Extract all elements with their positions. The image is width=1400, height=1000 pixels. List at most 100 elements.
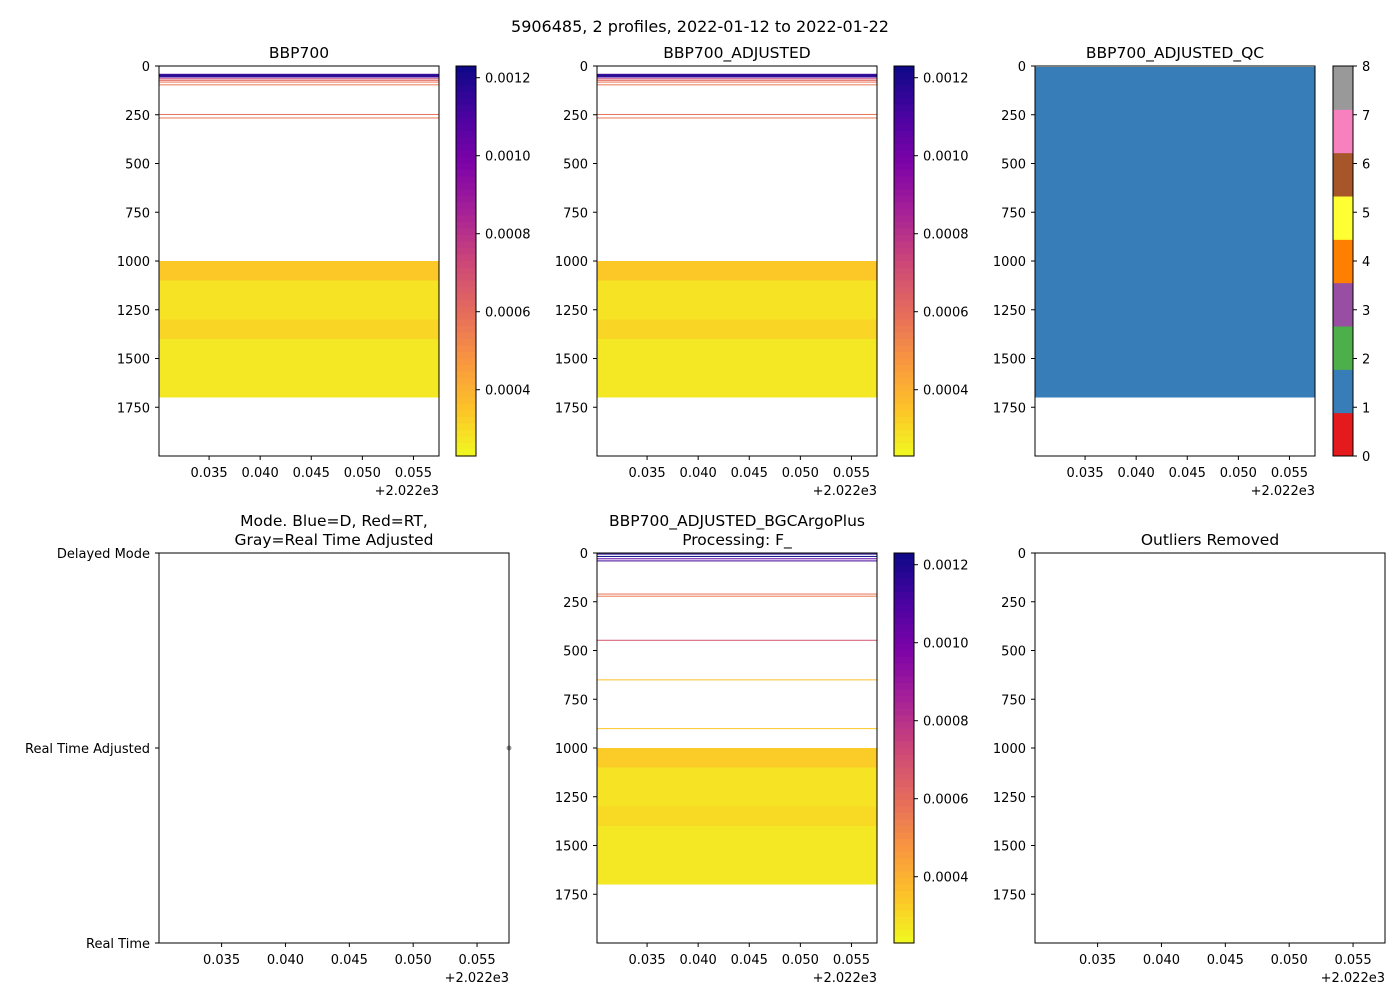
colorbar-step [456,163,476,171]
colorbar-step [894,566,914,574]
colorbar-step [894,559,914,567]
colorbar-tick-label: 5 [1362,206,1370,221]
colorbar-tick-label: 0.0004 [923,871,969,886]
colorbar-step [894,722,914,730]
colorbar-step [456,228,476,236]
y-tick-label: 1500 [993,353,1026,368]
colorbar-step [894,553,914,561]
y-tick-label: 1750 [555,888,588,903]
colorbar-step [456,358,476,366]
colorbar-step [894,404,914,412]
colorbar-tick-label: 7 [1362,109,1370,124]
colorbar-tick-label: 3 [1362,304,1370,319]
colorbar-frame [893,552,915,944]
y-tick-label: 1250 [117,304,150,319]
x-tick-label: 0.055 [458,953,495,968]
colorbar-step [456,313,476,321]
x-tick-label: 0.055 [833,953,870,968]
colorbar-step [894,345,914,353]
colorbar-step [894,118,914,126]
colorbar-step [456,339,476,347]
colorbar-step [894,605,914,613]
x-tick-label: 0.040 [680,466,717,481]
colorbar-tick-label: 0.0010 [923,150,969,165]
colorbar-step [456,274,476,282]
colorbar-step [894,813,914,821]
colorbar-step [894,228,914,236]
colorbar-step [456,423,476,431]
colorbar-step [894,761,914,769]
colorbar-step [894,410,914,418]
heatmap-band [597,75,877,77]
y-tick-label: 750 [125,206,150,221]
y-tick-label: 750 [1001,206,1026,221]
heatmap-band [159,73,439,75]
colorbar-segment [1333,412,1353,457]
colorbar-step [894,585,914,593]
colorbar-step [894,423,914,431]
colorbar-step [894,137,914,145]
colorbar-step [894,300,914,308]
colorbar-step [456,449,476,457]
colorbar-frame [893,65,915,457]
y-tick-label: 1000 [117,255,150,270]
colorbar-step [456,378,476,386]
heatmap-band [597,679,877,681]
colorbar-tick-label: 0.0012 [923,559,969,574]
colorbar-step [456,326,476,334]
colorbar-tick-label: 0.0006 [923,793,969,808]
colorbar-step [894,624,914,632]
colorbar-frame [455,65,477,457]
y-tick-label: 750 [563,206,588,221]
colorbar-step [456,98,476,106]
colorbar-step [456,66,476,74]
heatmap-band [597,639,877,641]
colorbar-segment [1333,326,1353,370]
heatmap-band [597,728,877,730]
colorbar-step [894,105,914,113]
colorbar-step [456,397,476,405]
colorbar-step [894,358,914,366]
colorbar-step [894,378,914,386]
colorbar-step [894,806,914,814]
colorbar-step [456,72,476,80]
colorbar-step [894,131,914,139]
colorbar-step [456,124,476,132]
colorbar-step [894,384,914,392]
colorbar-step [894,767,914,775]
colorbar-step [456,170,476,178]
heatmap-band [597,74,877,76]
heatmap-band [159,113,439,115]
colorbar-step [894,306,914,314]
colorbar-step [894,884,914,892]
colorbar-tick-label: 0.0004 [923,384,969,399]
colorbar-step [456,319,476,327]
colorbar-step [456,222,476,230]
colorbar-step [456,384,476,392]
x-tick-label: 0.045 [293,466,330,481]
colorbar-step [456,391,476,399]
panel-title: Mode. Blue=D, Red=RT, [240,512,428,530]
heatmap-band [1035,66,1315,398]
colorbar-step [456,92,476,100]
colorbar-step [456,85,476,93]
colorbar-segment [1333,196,1353,240]
colorbar-step [456,410,476,418]
colorbar-step [894,215,914,223]
colorbar-step [456,293,476,301]
colorbar-step [894,689,914,697]
heatmap-band [597,806,877,826]
y-tick-label: 750 [563,693,588,708]
heatmap-band [159,280,439,320]
colorbar-step [894,235,914,243]
y-tick-label: 1000 [993,742,1026,757]
colorbar-step [894,365,914,373]
colorbar-segment [1333,66,1353,110]
colorbar-step [894,728,914,736]
x-tick-label: 0.035 [628,466,665,481]
colorbar-step [456,215,476,223]
colorbar-step [894,735,914,743]
colorbar-step [894,313,914,321]
colorbar-step [894,748,914,756]
colorbar-step [894,150,914,158]
